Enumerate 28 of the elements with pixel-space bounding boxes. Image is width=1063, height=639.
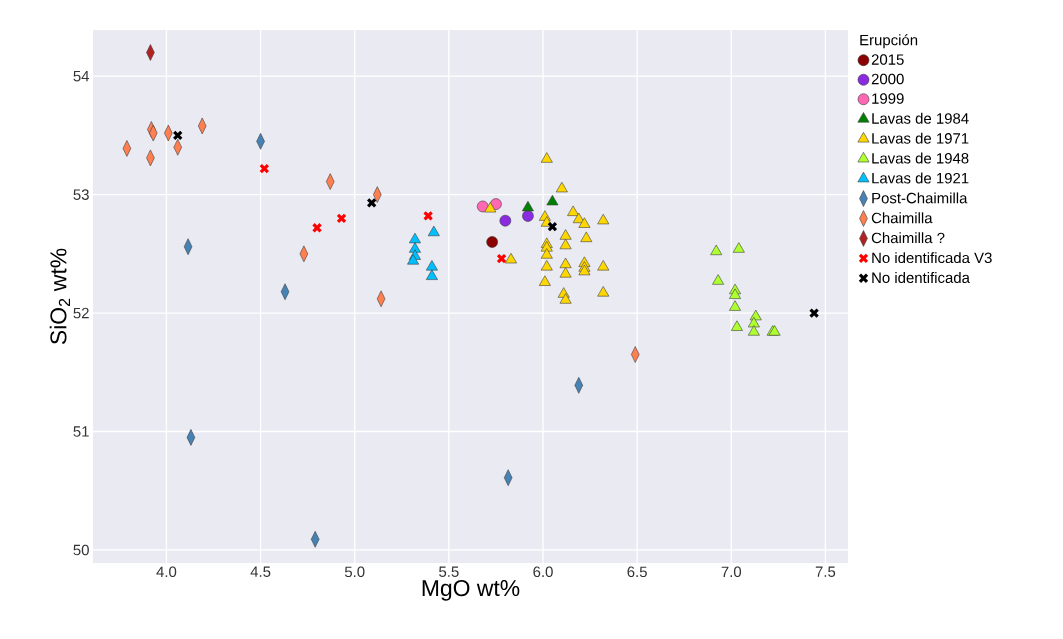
y-tick-label: 53 bbox=[73, 189, 89, 200]
y-tick-label: 54 bbox=[73, 70, 90, 82]
y-tick-label: 52 bbox=[73, 307, 89, 319]
legend-label: Post-Chaimilla bbox=[872, 192, 968, 204]
x-tick-label: 5.5 bbox=[439, 566, 459, 577]
y-tick-label: 51 bbox=[73, 426, 89, 437]
x-tick-label: 4.0 bbox=[156, 566, 177, 578]
x-tick-label: 7.0 bbox=[721, 566, 742, 578]
x-tick-label: 6.5 bbox=[627, 566, 647, 578]
legend-label: 1999 bbox=[872, 93, 904, 104]
x-axis-title: MgO wt% bbox=[422, 579, 520, 601]
legend-label: 2000 bbox=[871, 73, 904, 85]
y-tick-label: 50 bbox=[73, 544, 89, 556]
x-tick-label: 6.0 bbox=[533, 566, 553, 578]
legend-label: Lavas de 1948 bbox=[872, 152, 969, 164]
x-tick-label: 5.0 bbox=[344, 566, 365, 578]
x-tick-label: 4.5 bbox=[250, 566, 271, 577]
legend-label: Lavas de 1984 bbox=[872, 112, 969, 124]
legend-title: Erupción bbox=[860, 34, 918, 49]
legend-label: 2015 bbox=[871, 54, 904, 65]
x-tick-label: 7.5 bbox=[815, 566, 836, 577]
legend-label: No identificada bbox=[872, 272, 970, 284]
legend-label: No identificada V3 bbox=[872, 252, 992, 264]
legend-label: Lavas de 1971 bbox=[872, 132, 969, 144]
legend-label: Chaimilla ? bbox=[871, 232, 945, 244]
legend-label: Chaimilla bbox=[871, 212, 933, 224]
y-axis-title: SiO$_{2}$ wt% bbox=[49, 248, 71, 345]
legend-label: Lavas de 1921 bbox=[872, 172, 969, 184]
